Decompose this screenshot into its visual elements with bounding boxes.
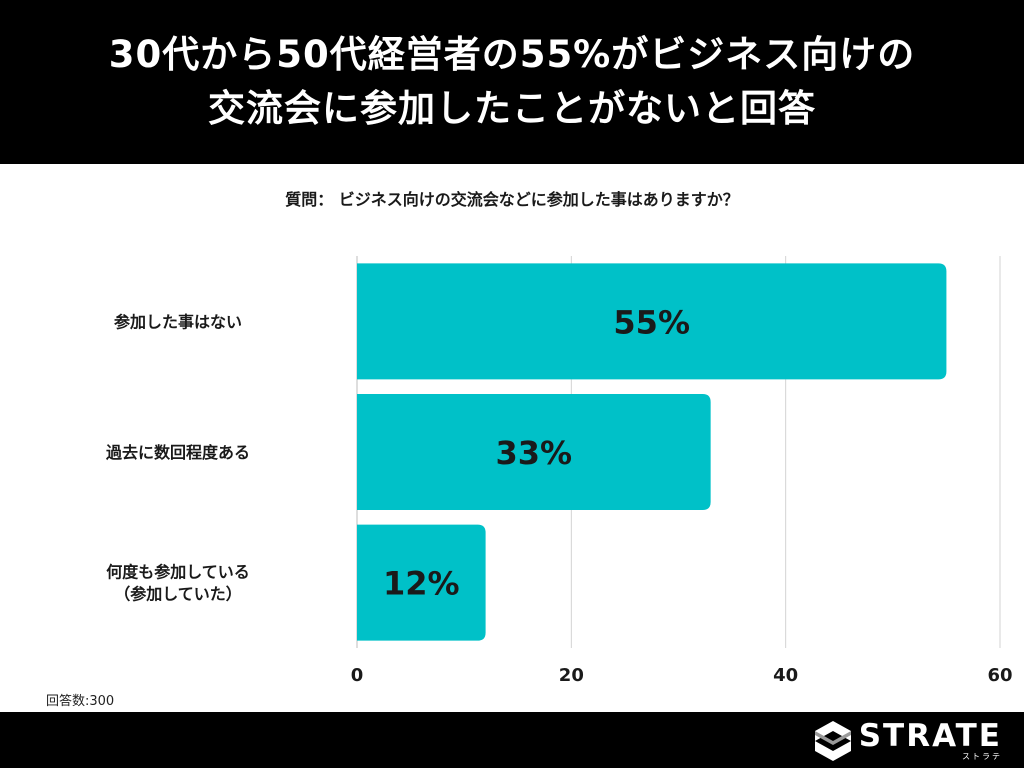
logo-wordmark: STRATE (858, 718, 1002, 754)
x-tick-label-0: 0 (351, 665, 364, 686)
bar-value-label-1: 33% (496, 434, 573, 472)
header-banner: 30代から50代経営者の55%がビジネス向けの 交流会に参加したことがないと回答 (0, 0, 1024, 164)
category-label-0-0: 参加した事はない (114, 312, 242, 331)
survey-question: 質問： ビジネス向けの交流会などに参加した事はありますか？ (285, 190, 739, 209)
bar-value-label-0: 55% (613, 303, 690, 341)
x-tick-label-1: 20 (559, 665, 584, 686)
strate-logo-mark-icon (814, 721, 851, 761)
category-label-2-0: 何度も参加している (106, 563, 250, 582)
bar-2 (357, 524, 486, 641)
x-tick-label-2: 40 (773, 665, 798, 686)
bar-1 (357, 394, 711, 510)
x-tick-label-3: 60 (987, 665, 1012, 686)
logo-katakana: ストラテ (962, 752, 1002, 761)
category-label-1-0: 過去に数回程度ある (105, 443, 250, 462)
bar-chart: 55% 参加した事はない 33% 過去に数回程度ある 12% 何度も参加している （参加して… (105, 256, 1013, 686)
category-label-2-1: （参加していた） (114, 585, 242, 604)
footer-banner: STRATE ストラテ (0, 712, 1024, 768)
bar-value-label-2: 12% (383, 565, 460, 603)
chart-title-line-1: 30代から50代経営者の55%がビジネス向けの (108, 33, 916, 76)
bar-0 (357, 263, 947, 380)
chart-title: 30代から50代経営者の55%がビジネス向けの 交流会に参加したことがないと回答 (109, 28, 916, 136)
respondent-count-note: 回答数:300 (46, 694, 115, 709)
chart-title-line-2: 交流会に参加したことがないと回答 (207, 87, 816, 130)
strate-logo: STRATE ストラテ (814, 718, 1002, 762)
